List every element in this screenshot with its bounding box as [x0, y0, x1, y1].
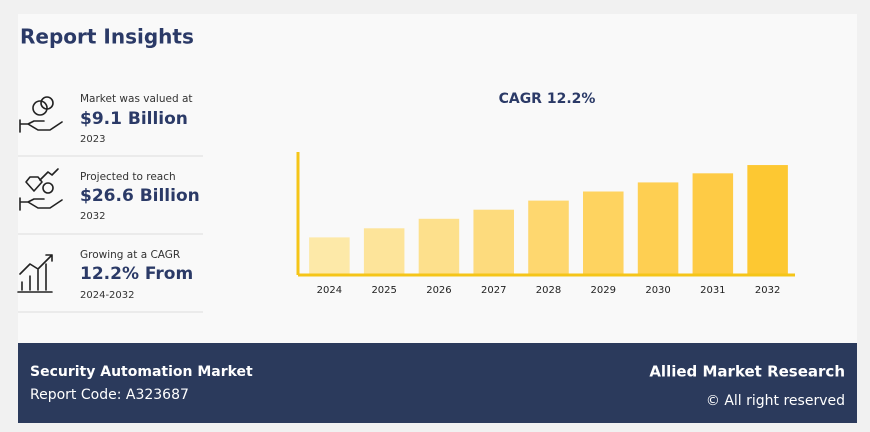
x-tick-label: 2031 [700, 285, 725, 296]
rights: © All right reserved [706, 393, 845, 409]
stat-value: 12.2% From [80, 264, 193, 284]
bar [418, 218, 460, 275]
money-hand-icon [19, 96, 63, 133]
x-tick-label: 2028 [536, 285, 561, 296]
bar [473, 209, 514, 275]
x-tick-label: 2026 [426, 285, 451, 296]
title: Report Insights [20, 25, 194, 49]
stat-caption: Projected to reach [80, 171, 176, 183]
stat-period: 2023 [80, 134, 105, 145]
market-name: Security Automation Market [30, 364, 253, 380]
diamond-hand-icon [19, 168, 63, 211]
bar [637, 182, 679, 275]
stat-period: 2032 [80, 211, 105, 222]
stat-period: 2024-2032 [80, 290, 135, 301]
x-tick-label: 2027 [481, 285, 506, 296]
report-code: Report Code: A323687 [30, 387, 189, 403]
footer [18, 343, 857, 423]
x-tick-label: 2030 [645, 285, 670, 296]
bar [309, 237, 350, 275]
x-tick-label: 2032 [755, 285, 780, 296]
stat-value: $9.1 Billion [80, 109, 188, 129]
stat-value: $26.6 Billion [80, 186, 200, 206]
bar [692, 173, 734, 275]
bar [583, 191, 624, 275]
bar [528, 200, 569, 275]
x-tick-label: 2029 [591, 285, 616, 296]
growth-chart-icon [17, 254, 53, 293]
bar [363, 228, 405, 275]
chart-title: CAGR 12.2% [499, 91, 596, 107]
stat-caption: Growing at a CAGR [80, 249, 180, 261]
brand: Allied Market Research [649, 363, 845, 381]
stat-caption: Market was valued at [80, 93, 193, 105]
x-tick-label: 2025 [371, 285, 396, 296]
x-tick-label: 2024 [317, 285, 342, 296]
bar [747, 165, 788, 275]
